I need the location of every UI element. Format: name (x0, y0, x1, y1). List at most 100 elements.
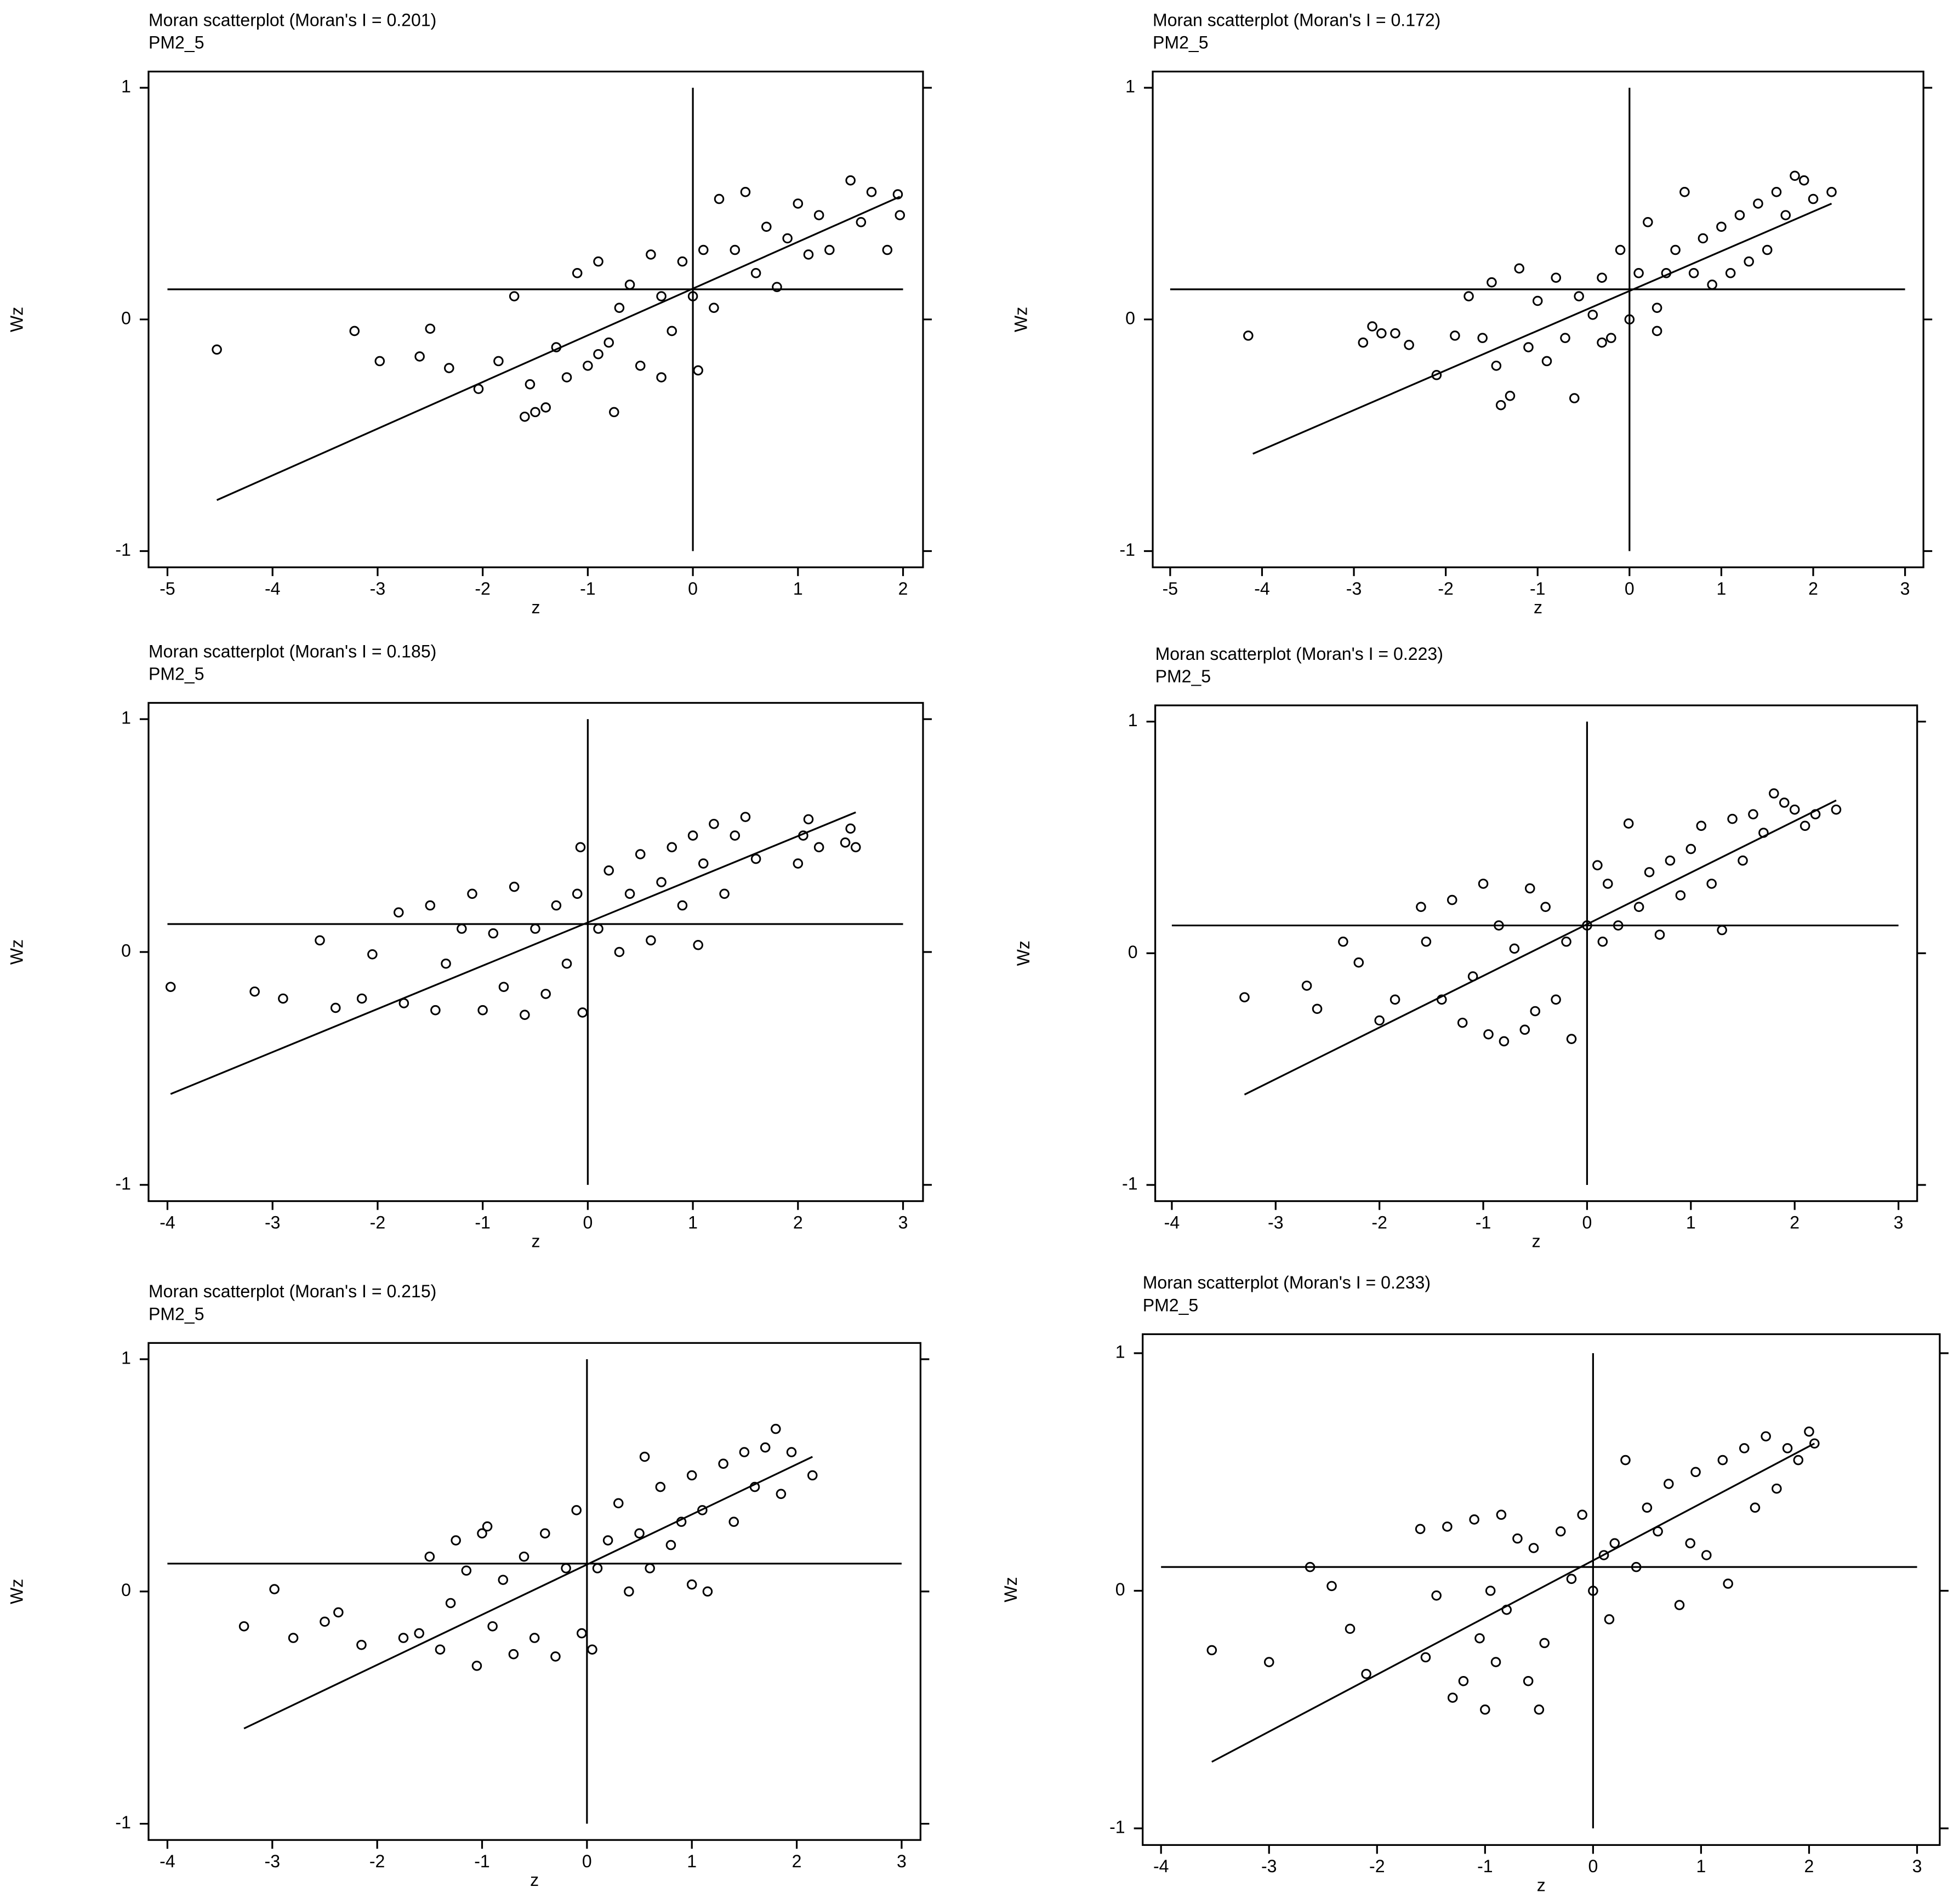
point (1358, 337, 1369, 348)
point (1690, 1467, 1701, 1478)
point (677, 256, 688, 267)
point (1467, 971, 1478, 982)
point (1631, 1561, 1642, 1572)
point (1809, 1438, 1820, 1449)
point (575, 842, 586, 853)
point (1345, 1623, 1356, 1634)
y-tick-label: 0 (1128, 942, 1138, 962)
point (269, 1584, 280, 1594)
x-tick-label: 1 (1696, 1856, 1706, 1876)
point (739, 1447, 750, 1457)
point (394, 907, 404, 918)
point (1501, 1604, 1512, 1615)
point (882, 244, 893, 255)
point (1421, 936, 1432, 947)
point (1799, 820, 1810, 831)
point (635, 849, 646, 859)
point (1661, 268, 1672, 278)
point (892, 189, 903, 199)
point (1688, 268, 1699, 278)
chart-subtitle: PM2_5 (149, 33, 204, 53)
point (540, 402, 551, 413)
point (702, 1586, 713, 1597)
point (509, 881, 520, 892)
point (1606, 333, 1616, 343)
point (772, 282, 782, 292)
point (1790, 170, 1800, 181)
point (349, 326, 360, 337)
point (750, 853, 761, 864)
point (238, 1621, 249, 1632)
chart-subtitle: PM2_5 (1155, 666, 1211, 686)
x-tick-label: 3 (1894, 1212, 1904, 1232)
point (1613, 920, 1624, 931)
point (1551, 994, 1561, 1005)
point (693, 365, 703, 376)
point (1477, 333, 1488, 343)
x-tick-label: -3 (1268, 1212, 1284, 1232)
point (1762, 244, 1773, 255)
x-axis-label: z (531, 1232, 540, 1251)
point (320, 1616, 330, 1627)
x-tick-label: 0 (1625, 579, 1635, 598)
point (1390, 328, 1400, 339)
x-tick-label: 2 (1804, 1856, 1814, 1876)
point (824, 244, 835, 255)
point (1744, 256, 1754, 267)
point (728, 1517, 739, 1527)
y-tick-label: 1 (1128, 710, 1138, 730)
point (1523, 342, 1534, 352)
x-tick-label: 2 (1808, 579, 1818, 598)
x-tick-label: -3 (265, 1212, 281, 1232)
fit-line (1244, 799, 1837, 1096)
point (676, 1517, 687, 1527)
point (1633, 902, 1644, 913)
point (1707, 280, 1717, 290)
point (1685, 1538, 1695, 1549)
fit-line (216, 196, 901, 501)
point (519, 1551, 529, 1562)
point (529, 1633, 540, 1643)
point (1771, 187, 1782, 197)
point (1738, 855, 1748, 866)
point (1808, 193, 1819, 204)
point (561, 372, 572, 383)
point (602, 1535, 613, 1546)
point (1540, 902, 1551, 913)
point (1243, 330, 1254, 341)
chart-subtitle: PM2_5 (149, 1304, 204, 1324)
point (530, 924, 540, 934)
point (1592, 860, 1603, 870)
point (1604, 1614, 1615, 1624)
point (1524, 883, 1535, 894)
chart-subtitle: PM2_5 (1143, 1295, 1199, 1315)
point (1789, 804, 1800, 815)
point (1597, 337, 1607, 348)
chart-title: Moran scatterplot (Moran's I = 0.185) (149, 641, 436, 661)
point (1772, 1483, 1782, 1494)
point (1528, 1543, 1539, 1553)
point (813, 842, 824, 853)
fit-line (170, 811, 856, 1095)
point (435, 1644, 446, 1655)
point (686, 1579, 697, 1590)
fit-line (1211, 1443, 1815, 1763)
point (1706, 879, 1717, 889)
y-tick-label: -1 (1122, 1173, 1138, 1193)
x-tick-label: -2 (1369, 1856, 1385, 1876)
point (1447, 894, 1457, 905)
point (1463, 291, 1474, 301)
point (677, 900, 688, 911)
point (1615, 244, 1626, 255)
point (760, 1442, 771, 1453)
y-axis-label: Wz (7, 1579, 26, 1604)
x-tick-label: 2 (898, 579, 908, 598)
point (1474, 1633, 1485, 1644)
point (1588, 1586, 1598, 1596)
x-tick-label: 3 (897, 1851, 907, 1871)
point (1643, 217, 1653, 227)
point (1420, 1652, 1431, 1663)
point (1491, 361, 1502, 371)
point (1478, 879, 1489, 889)
point (1793, 1455, 1804, 1466)
